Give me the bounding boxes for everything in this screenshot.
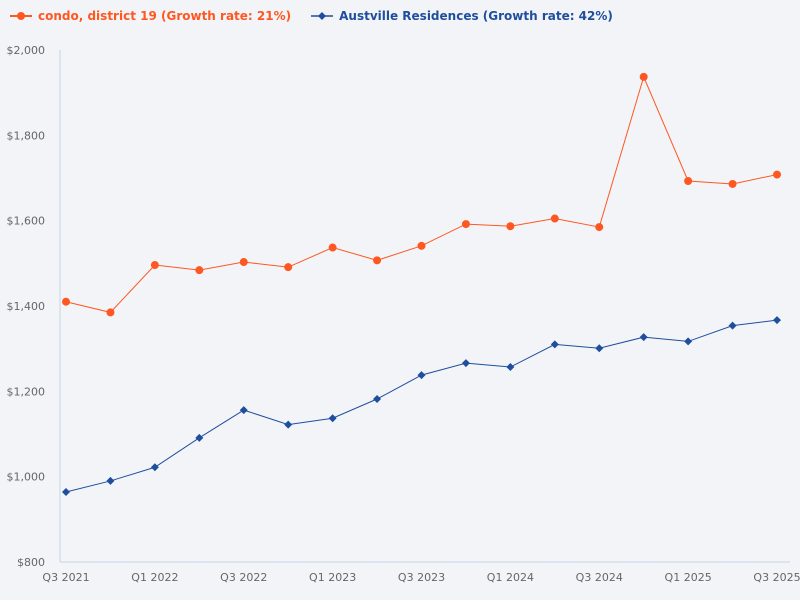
legend-label: condo, district 19 (Growth rate: 21%)	[38, 9, 292, 23]
data-point	[639, 333, 648, 342]
y-tick-label: $2,000	[7, 44, 46, 57]
data-point	[684, 176, 693, 185]
data-point	[284, 420, 293, 429]
data-point	[506, 222, 515, 231]
x-tick-label: Q3 2021	[42, 571, 89, 584]
data-point	[773, 316, 781, 325]
data-point	[195, 266, 204, 275]
legend-item-austville[interactable]: Austville Residences (Growth rate: 42%)	[311, 9, 613, 23]
series-line-0	[65, 75, 778, 313]
x-tick-label: Q1 2025	[665, 571, 712, 584]
data-point	[417, 241, 426, 250]
x-tick-label: Q3 2025	[753, 571, 800, 584]
y-tick-label: $1,200	[7, 385, 46, 398]
data-point	[506, 363, 515, 372]
y-tick-label: $1,600	[7, 215, 46, 228]
data-point	[373, 395, 382, 404]
data-point	[461, 220, 470, 229]
data-point	[239, 406, 248, 415]
data-point	[373, 256, 382, 265]
data-point	[461, 359, 470, 368]
data-point	[595, 344, 604, 353]
diamond-marker-icon	[311, 12, 334, 20]
data-point	[728, 179, 737, 188]
circle-marker-icon	[10, 12, 32, 20]
data-point	[195, 433, 204, 442]
x-tick-label: Q1 2024	[487, 571, 534, 584]
data-point	[106, 308, 115, 317]
data-point	[595, 223, 604, 232]
data-point	[328, 243, 337, 252]
data-point	[728, 321, 737, 330]
data-point	[239, 258, 248, 267]
legend-item-condo[interactable]: condo, district 19 (Growth rate: 21%)	[10, 9, 291, 23]
y-tick-label: $800	[17, 556, 45, 569]
legend: condo, district 19 (Growth rate: 21%) Au…	[10, 9, 613, 23]
data-point	[639, 72, 648, 81]
legend-label: Austville Residences (Growth rate: 42%)	[339, 9, 613, 23]
data-point	[106, 476, 115, 485]
data-point	[417, 371, 426, 380]
x-tick-label: Q1 2023	[309, 571, 356, 584]
y-tick-label: $1,000	[7, 471, 46, 484]
data-point	[284, 263, 293, 272]
x-tick-label: Q3 2023	[398, 571, 445, 584]
data-point	[150, 463, 159, 472]
data-point	[62, 297, 70, 306]
y-tick-label: $1,800	[7, 129, 46, 142]
y-tick-label: $1,400	[7, 300, 46, 313]
data-point	[62, 488, 70, 497]
data-point	[550, 340, 559, 349]
data-point	[328, 414, 337, 423]
x-tick-label: Q3 2022	[220, 571, 267, 584]
x-tick-label: Q3 2024	[576, 571, 623, 584]
data-point	[773, 170, 781, 179]
data-point	[150, 261, 159, 270]
data-point	[684, 337, 693, 346]
data-point	[550, 214, 559, 223]
series-line-1	[65, 319, 778, 493]
x-tick-label: Q1 2022	[131, 571, 178, 584]
